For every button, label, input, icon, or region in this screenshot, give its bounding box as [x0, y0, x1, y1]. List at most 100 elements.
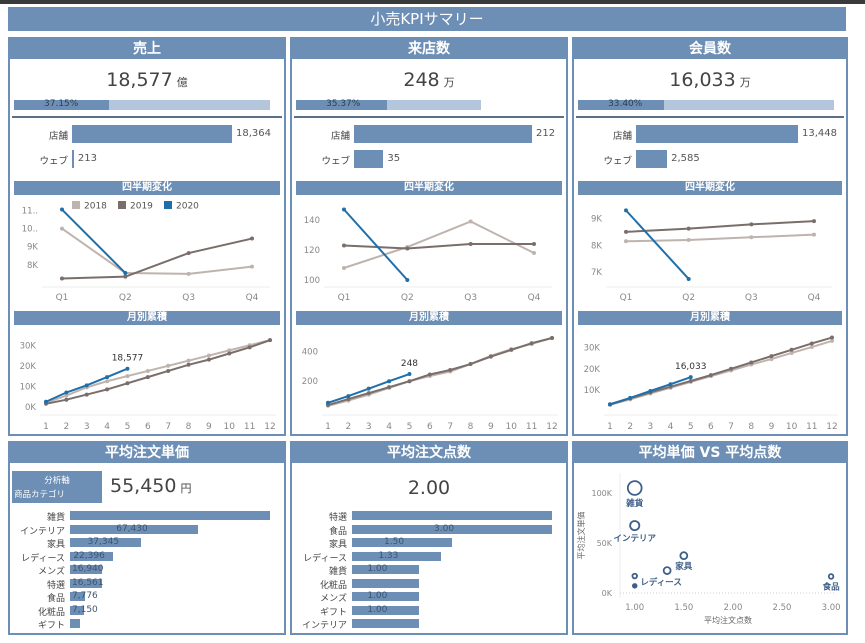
x-tick-label: Q3 — [464, 293, 477, 303]
data-point — [532, 242, 536, 246]
x-tick-label: 2 — [63, 422, 69, 432]
kpi-value: 2.00 — [407, 477, 451, 499]
x-tick-label: 3 — [647, 422, 653, 432]
data-point — [268, 338, 272, 343]
data-point — [812, 219, 816, 224]
scatter-point[interactable] — [631, 572, 638, 580]
category-value: 16,940 — [72, 564, 104, 574]
data-point — [123, 274, 128, 279]
data-point — [729, 366, 734, 371]
x-tick-label: 7 — [165, 422, 171, 432]
monthly-title: 月別累積 — [296, 311, 562, 325]
data-point — [250, 264, 254, 269]
data-point — [342, 243, 346, 248]
data-point — [427, 372, 432, 377]
channel-value: 2,585 — [671, 153, 700, 164]
data-point — [247, 345, 252, 350]
x-tick-label: 7 — [447, 422, 453, 432]
category-value: 67,430 — [116, 523, 148, 534]
channel-label: ウェブ — [321, 156, 350, 167]
category-label: レディース — [303, 553, 347, 564]
data-point — [206, 357, 211, 362]
series-line-2018 — [45, 339, 271, 404]
channel-value: 35 — [387, 153, 401, 164]
category-bar — [352, 524, 552, 534]
data-point — [688, 379, 693, 384]
category-value: 16,561 — [72, 577, 104, 588]
x-tick-label: Q3 — [182, 293, 195, 303]
page-title: 小売KPIサマリー — [8, 7, 846, 31]
data-point — [186, 358, 191, 363]
category-label: メンズ — [320, 594, 347, 604]
data-point — [448, 368, 453, 373]
kpi-number: 55,450 — [110, 475, 177, 497]
data-point — [407, 379, 412, 384]
x-tick-label: 1.00 — [625, 603, 644, 613]
category-label: 家具 — [328, 540, 347, 550]
category-label: ギフト — [319, 607, 347, 618]
point-label: 雑貨 — [625, 498, 644, 509]
data-point — [686, 276, 691, 281]
data-point — [342, 207, 346, 212]
y-tick-label: 20K — [584, 365, 601, 375]
monthly-annotation: 16,033 — [675, 362, 707, 372]
channel-value: 212 — [536, 128, 556, 139]
channel-bar — [354, 125, 532, 143]
x-tick-label: 5 — [407, 422, 413, 432]
data-point — [769, 357, 774, 362]
scatter-point[interactable] — [631, 583, 638, 589]
panel-members: 会員数 16,033 万 33.40% 店舗 13,448 ウェブ 2,585 四半期変化 Q1 Q… — [572, 37, 848, 436]
data-point — [326, 400, 330, 405]
data-point — [123, 271, 128, 276]
panel-title: 売上 — [10, 39, 284, 59]
data-point — [624, 229, 628, 234]
quarterly-chart: Q1 Q2 Q3 Q4 8K 9K 10.. 11.. 2018 2019 2020 — [22, 201, 270, 303]
scatter-point[interactable] — [827, 573, 835, 580]
analysis-axis-selector[interactable]: 分析軸 商品カテゴリ — [12, 471, 102, 503]
series-line-2018 — [625, 233, 815, 243]
category-value: 1.00 — [367, 604, 388, 615]
scatter-point[interactable] — [626, 480, 643, 496]
data-point — [407, 372, 412, 377]
kpi-unit: 億 — [176, 76, 188, 89]
quarterly-chart: Q1 Q2 Q3 Q4 100 120 140 — [304, 207, 552, 303]
x-tick-label: 2.50 — [773, 603, 792, 613]
data-point — [60, 226, 64, 231]
data-point — [227, 351, 232, 356]
x-tick-label: Q4 — [528, 293, 541, 303]
data-point — [830, 335, 834, 340]
panel-visitors: 来店数 248 万 35.37% 店舗 212 ウェブ 35 四半期変化 Q1 Q2 Q3 Q4 100 1… — [290, 37, 568, 436]
x-tick-label: 5 — [688, 422, 694, 432]
category-value: 1.50 — [384, 537, 405, 547]
data-point — [387, 379, 392, 384]
x-tick-label: 9 — [488, 422, 494, 432]
x-tick-label: 2 — [627, 422, 633, 432]
category-bar — [70, 551, 113, 561]
x-tick-label: 2 — [345, 422, 351, 432]
scatter-point[interactable] — [679, 551, 689, 561]
series-line-2019 — [61, 237, 253, 280]
series-line-2020 — [61, 208, 127, 274]
kpi-number: 18,577 — [106, 69, 173, 91]
category-value: 37,345 — [87, 537, 120, 547]
scatter-point[interactable] — [629, 520, 641, 532]
category-bar — [352, 551, 441, 561]
monthly-title: 月別累積 — [14, 311, 280, 325]
y-tick-label: 30K — [584, 344, 601, 354]
category-bar — [352, 592, 419, 601]
data-point — [366, 391, 371, 396]
data-point — [468, 242, 473, 246]
category-bar — [352, 538, 452, 547]
x-tick-label: 11 — [526, 422, 537, 432]
category-label: 化粧品 — [319, 580, 347, 591]
y-tick-label: 30K — [20, 341, 37, 351]
y-tick-label: 100K — [591, 489, 612, 498]
progress-bar: 35.37% — [296, 99, 481, 110]
data-point — [405, 278, 410, 282]
scatter-point[interactable] — [662, 566, 672, 575]
series-line-2019 — [609, 336, 833, 406]
progress-bar: 33.40% — [578, 99, 834, 110]
y-tick-label: 400 — [302, 347, 318, 357]
data-point — [608, 402, 612, 407]
